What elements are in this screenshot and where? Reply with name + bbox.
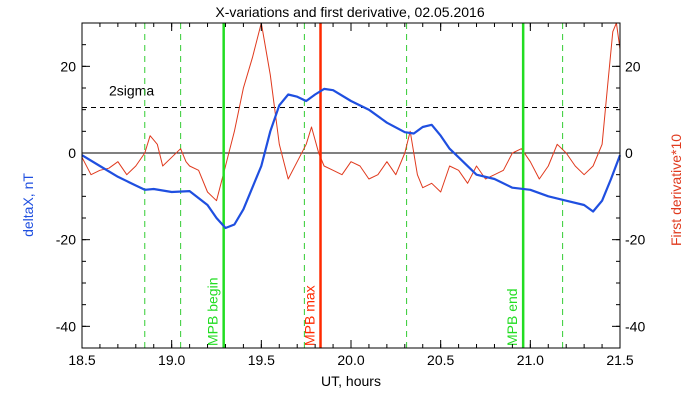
plot-frame <box>81 22 621 349</box>
y-tick-label-left-2: 0 <box>68 145 76 161</box>
series-deltax-line <box>81 87 622 230</box>
x-tick-label-0: 18.5 <box>68 352 95 368</box>
x-tick-label-6: 21.5 <box>606 352 633 368</box>
x-tick-label-4: 20.5 <box>427 352 454 368</box>
series-derivative-line <box>81 22 621 202</box>
y-axis-label-right: First derivative*10 <box>668 134 684 246</box>
x-axis-label: UT, hours <box>321 373 381 389</box>
x-tick-label-5: 21.0 <box>517 352 544 368</box>
y-tick-label-left-0: -40 <box>56 318 76 334</box>
y-tick-label-right-0: -40 <box>625 318 645 334</box>
marker-label-mpb-end: MPB end <box>504 288 520 346</box>
y-tick-label-left-3: 20 <box>60 58 76 74</box>
y-tick-label-left-1: -20 <box>56 232 76 248</box>
y-tick-label-right-3: 20 <box>625 58 641 74</box>
chart-title: X-variations and first derivative, 02.05… <box>215 4 484 20</box>
y-axis-label-left: deltaX, nT <box>20 173 36 237</box>
two-sigma-label: 2sigma <box>109 83 154 99</box>
marker-label-mpb-max: MPB max <box>302 285 318 346</box>
x-tick-label-1: 19.0 <box>158 352 185 368</box>
x-tick-label-2: 19.5 <box>248 352 275 368</box>
marker-label-mpb-begin: MPB begin <box>205 278 221 346</box>
y-tick-label-right-1: -20 <box>625 232 645 248</box>
x-tick-label-3: 20.0 <box>337 352 364 368</box>
y-tick-label-right-2: 0 <box>625 145 633 161</box>
